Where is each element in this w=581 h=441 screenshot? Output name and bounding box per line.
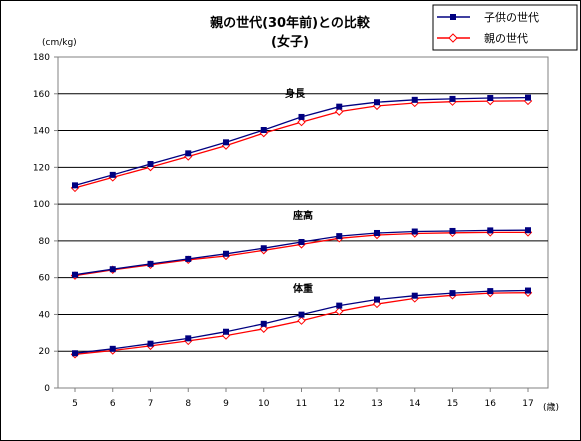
group-label-sitting-height: 座高 [292, 209, 313, 222]
x-tick-label: 11 [296, 399, 307, 409]
x-axis-unit: (歳) [543, 401, 559, 413]
y-tick-label: 60 [39, 274, 51, 284]
y-tick-label: 0 [44, 384, 50, 394]
data-point-child [72, 182, 78, 189]
x-tick-label: 10 [258, 399, 270, 409]
data-point-child [411, 228, 418, 235]
legend-box [432, 4, 578, 51]
y-tick-label: 20 [39, 347, 51, 357]
data-point-child [109, 171, 116, 178]
data-point-child [185, 335, 192, 342]
data-point-parent [259, 324, 268, 333]
data-point-parent [335, 107, 344, 116]
data-point-child [185, 150, 192, 157]
y-tick-label: 80 [39, 237, 51, 247]
data-point-child [374, 296, 380, 303]
data-point-child [449, 290, 456, 297]
y-tick-label: 160 [33, 90, 50, 100]
legend-entry-child: 子供の世代 [437, 10, 539, 24]
data-point-child [298, 238, 305, 245]
data-point-child [525, 227, 531, 234]
x-tick-label: 15 [447, 399, 458, 409]
legend-marker-parent [448, 33, 458, 43]
data-point-child [336, 233, 343, 240]
group-label-height: 身長 [285, 87, 306, 100]
data-point-parent [297, 316, 306, 325]
chart-subtitle: (女子) [271, 34, 309, 50]
y-tick-label: 180 [33, 53, 50, 63]
data-point-child [374, 229, 380, 236]
data-point-child [147, 161, 154, 168]
data-point-child [223, 250, 229, 257]
legend-label-parent: 親の世代 [484, 32, 528, 45]
legend-entry-parent: 親の世代 [437, 32, 528, 45]
data-point-child [298, 113, 305, 120]
x-tick-label: 9 [223, 399, 229, 409]
data-point-child [525, 94, 531, 101]
legend-label-child: 子供の世代 [484, 10, 539, 24]
data-point-child [260, 245, 267, 252]
y-tick-label: 40 [39, 310, 51, 320]
data-point-child [487, 95, 494, 102]
group-label-weight: 体重 [293, 282, 313, 295]
x-tick-label: 6 [110, 399, 116, 409]
data-point-child [487, 227, 494, 234]
x-tick-label: 8 [185, 399, 191, 409]
data-point-child [298, 311, 305, 318]
x-tick-label: 7 [148, 399, 154, 409]
data-point-child [449, 95, 456, 102]
data-point-child [449, 227, 456, 234]
axis-layer: 0 20 40 60 80 100 120 140 160 180 5 6 7 8 9 10 11 12 13 14 1… [33, 53, 534, 409]
grid-layer [58, 93, 548, 352]
plot-area [57, 56, 549, 389]
y-tick-label: 120 [33, 163, 50, 173]
x-tick-label: 14 [409, 399, 421, 409]
series-layer [70, 94, 533, 359]
data-point-child [411, 96, 418, 103]
x-tick-label: 16 [485, 399, 497, 409]
data-point-child [72, 271, 78, 278]
data-point-parent [335, 307, 344, 316]
data-point-child [147, 260, 154, 267]
data-point-child [336, 302, 343, 309]
x-tick-label: 17 [522, 399, 533, 409]
data-point-parent [297, 117, 306, 127]
data-point-child [260, 127, 267, 134]
data-point-child [336, 103, 343, 110]
data-point-child [411, 292, 418, 299]
data-point-child [525, 287, 531, 294]
data-point-child [185, 255, 192, 262]
data-point-child [109, 266, 116, 273]
data-point-child [260, 320, 267, 327]
data-point-child [72, 350, 78, 357]
data-point-child [374, 99, 380, 106]
y-axis-unit: (cm/kg) [42, 38, 77, 48]
data-point-child [223, 139, 229, 146]
chart-title: 親の世代(30年前)との比較 [210, 15, 371, 31]
x-tick-label: 5 [72, 399, 78, 409]
legend-marker-child [450, 14, 456, 20]
data-point-child [147, 340, 154, 347]
data-point-child [223, 328, 229, 335]
y-tick-label: 100 [33, 200, 50, 210]
data-point-child [487, 288, 494, 295]
data-point-child [109, 345, 116, 352]
y-tick-label: 140 [33, 127, 50, 137]
legend: 子供の世代 親の世代 [432, 4, 578, 51]
x-tick-label: 12 [334, 399, 345, 409]
x-tick-label: 13 [371, 399, 382, 409]
